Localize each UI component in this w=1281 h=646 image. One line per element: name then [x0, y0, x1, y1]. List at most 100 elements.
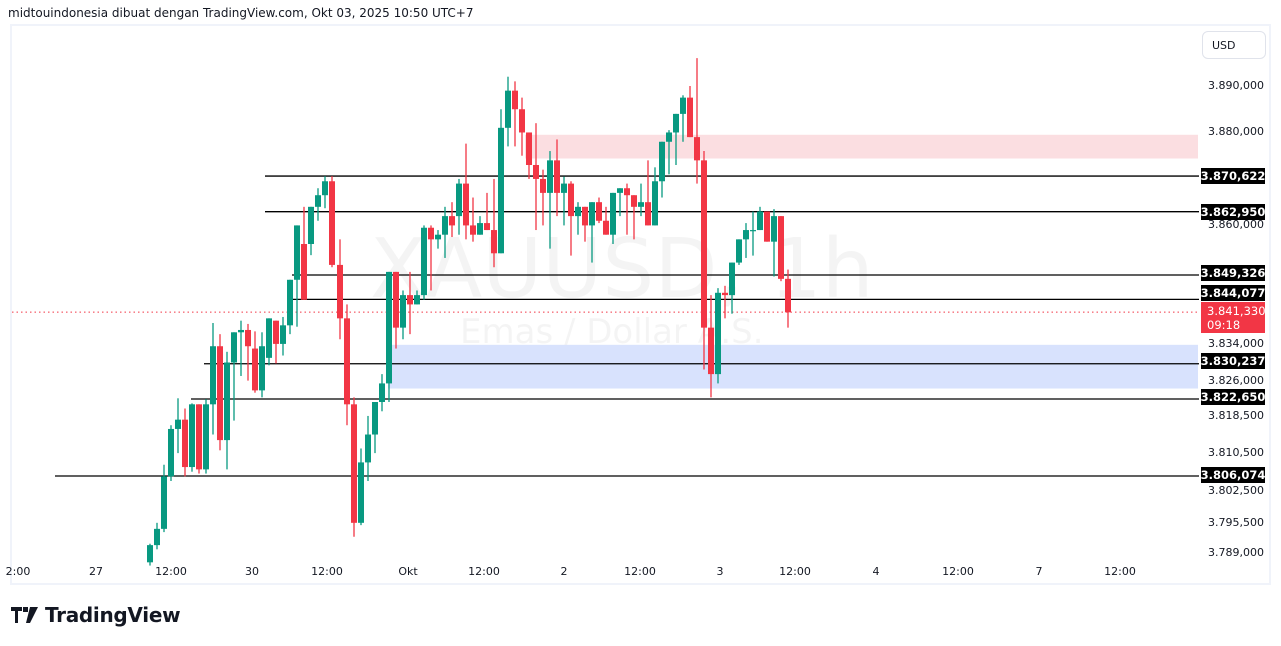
price-axis-label: 3.789,000 [1208, 546, 1264, 559]
candle-up [771, 216, 777, 242]
level-price-tag: 3.844,077 [1200, 285, 1266, 301]
price-axis-label: 3.834,000 [1208, 337, 1264, 350]
candle-up [372, 401, 378, 435]
candle-down [568, 183, 574, 217]
candle-up [652, 181, 658, 226]
candle-down [301, 243, 307, 300]
candle-down [540, 178, 546, 193]
candle-up [210, 346, 216, 405]
candle-up [477, 223, 483, 235]
candle-up [315, 195, 321, 207]
demand-zone [388, 344, 1198, 389]
candle-down [596, 202, 602, 221]
currency-button[interactable]: USD [1202, 31, 1266, 59]
time-axis-label: 12:00 [942, 565, 974, 578]
bar-countdown: 09:18 [1207, 318, 1241, 332]
candle-down [484, 223, 490, 231]
price-axis-label: 3.826,000 [1208, 374, 1264, 387]
supply-zone [525, 134, 1198, 159]
candle-up [659, 141, 665, 182]
candle-up [757, 211, 763, 231]
candle-up [147, 545, 153, 563]
candle-up [294, 225, 300, 280]
candle-up [259, 346, 265, 391]
time-axis-label: 12:00 [624, 565, 656, 578]
candle-down [512, 90, 518, 110]
candle-down [631, 195, 637, 207]
level-price-tag: 3.862,950 [1200, 204, 1266, 220]
candle-up [442, 216, 448, 235]
candle-down [449, 216, 455, 226]
chart-frame [10, 24, 1271, 585]
candle-up [379, 383, 385, 402]
candle-up [322, 181, 328, 196]
candle-up [610, 192, 616, 235]
candle-up [175, 419, 181, 429]
level-price-tag: 3.830,237 [1200, 353, 1266, 369]
time-axis-label: 12:00 [311, 565, 343, 578]
tradingview-brand[interactable]: TradingView [11, 603, 181, 627]
time-axis-label: 2:00 [5, 565, 31, 578]
candle-down [687, 97, 693, 138]
candle-up [203, 404, 209, 470]
candle-down [519, 109, 525, 133]
price-axis-label: 3.890,000 [1208, 79, 1264, 92]
time-axis-label: 27 [89, 565, 103, 578]
candle-up [308, 206, 314, 244]
candle-down [217, 346, 223, 441]
level-price-tag: 3.822,650 [1200, 389, 1266, 405]
price-axis-label: 3.795,500 [1208, 516, 1264, 529]
candle-up [231, 332, 237, 363]
candle-down [722, 292, 728, 296]
time-axis-label: 12:00 [1104, 565, 1136, 578]
level-price-tag: 3.849,326 [1200, 265, 1266, 281]
candle-down [708, 327, 714, 375]
candle-down [764, 211, 770, 242]
candle-down [554, 160, 560, 193]
candle-down [603, 220, 609, 235]
candle-up [421, 227, 427, 296]
price-axis-label: 3.860,000 [1208, 218, 1264, 231]
candle-up [575, 206, 581, 217]
candle-up [743, 230, 749, 240]
time-axis-label: 12:00 [779, 565, 811, 578]
candle-up [266, 318, 272, 358]
candle-up [400, 295, 406, 328]
candle-down [645, 202, 651, 226]
candle-down [344, 318, 350, 405]
current-price-tag: 3.841,330 09:18 [1201, 302, 1266, 333]
candle-down [182, 419, 188, 468]
candle-up [736, 239, 742, 263]
candle-down [337, 264, 343, 319]
candle-up [154, 528, 160, 546]
candle-up [238, 329, 244, 333]
time-axis-label: 12:00 [155, 565, 187, 578]
candle-up [638, 202, 644, 207]
candle-down [701, 160, 707, 328]
candle-up [750, 230, 756, 232]
candle-down [694, 137, 700, 161]
candle-up [224, 362, 230, 441]
candle-down [582, 206, 588, 226]
level-price-tag: 3.870,622 [1200, 168, 1266, 184]
current-price-value: 3.841,330 [1207, 304, 1266, 318]
candle-up [414, 295, 420, 305]
candle-up [673, 113, 679, 133]
time-axis-label: 4 [872, 565, 880, 578]
candle-down [245, 329, 251, 347]
candle-up [561, 183, 567, 193]
candle-up [589, 202, 595, 226]
price-axis-label: 3.810,500 [1208, 446, 1264, 459]
candle-up [505, 90, 511, 128]
candle-down [252, 348, 258, 391]
candle-up [280, 325, 286, 344]
candle-up [287, 279, 293, 326]
candle-down [463, 183, 469, 226]
candle-down [624, 188, 630, 196]
candle-up [435, 234, 441, 240]
candle-up [358, 462, 364, 523]
candle-up [547, 160, 553, 193]
candle-down [428, 227, 434, 240]
time-axis-label: 2 [560, 565, 568, 578]
